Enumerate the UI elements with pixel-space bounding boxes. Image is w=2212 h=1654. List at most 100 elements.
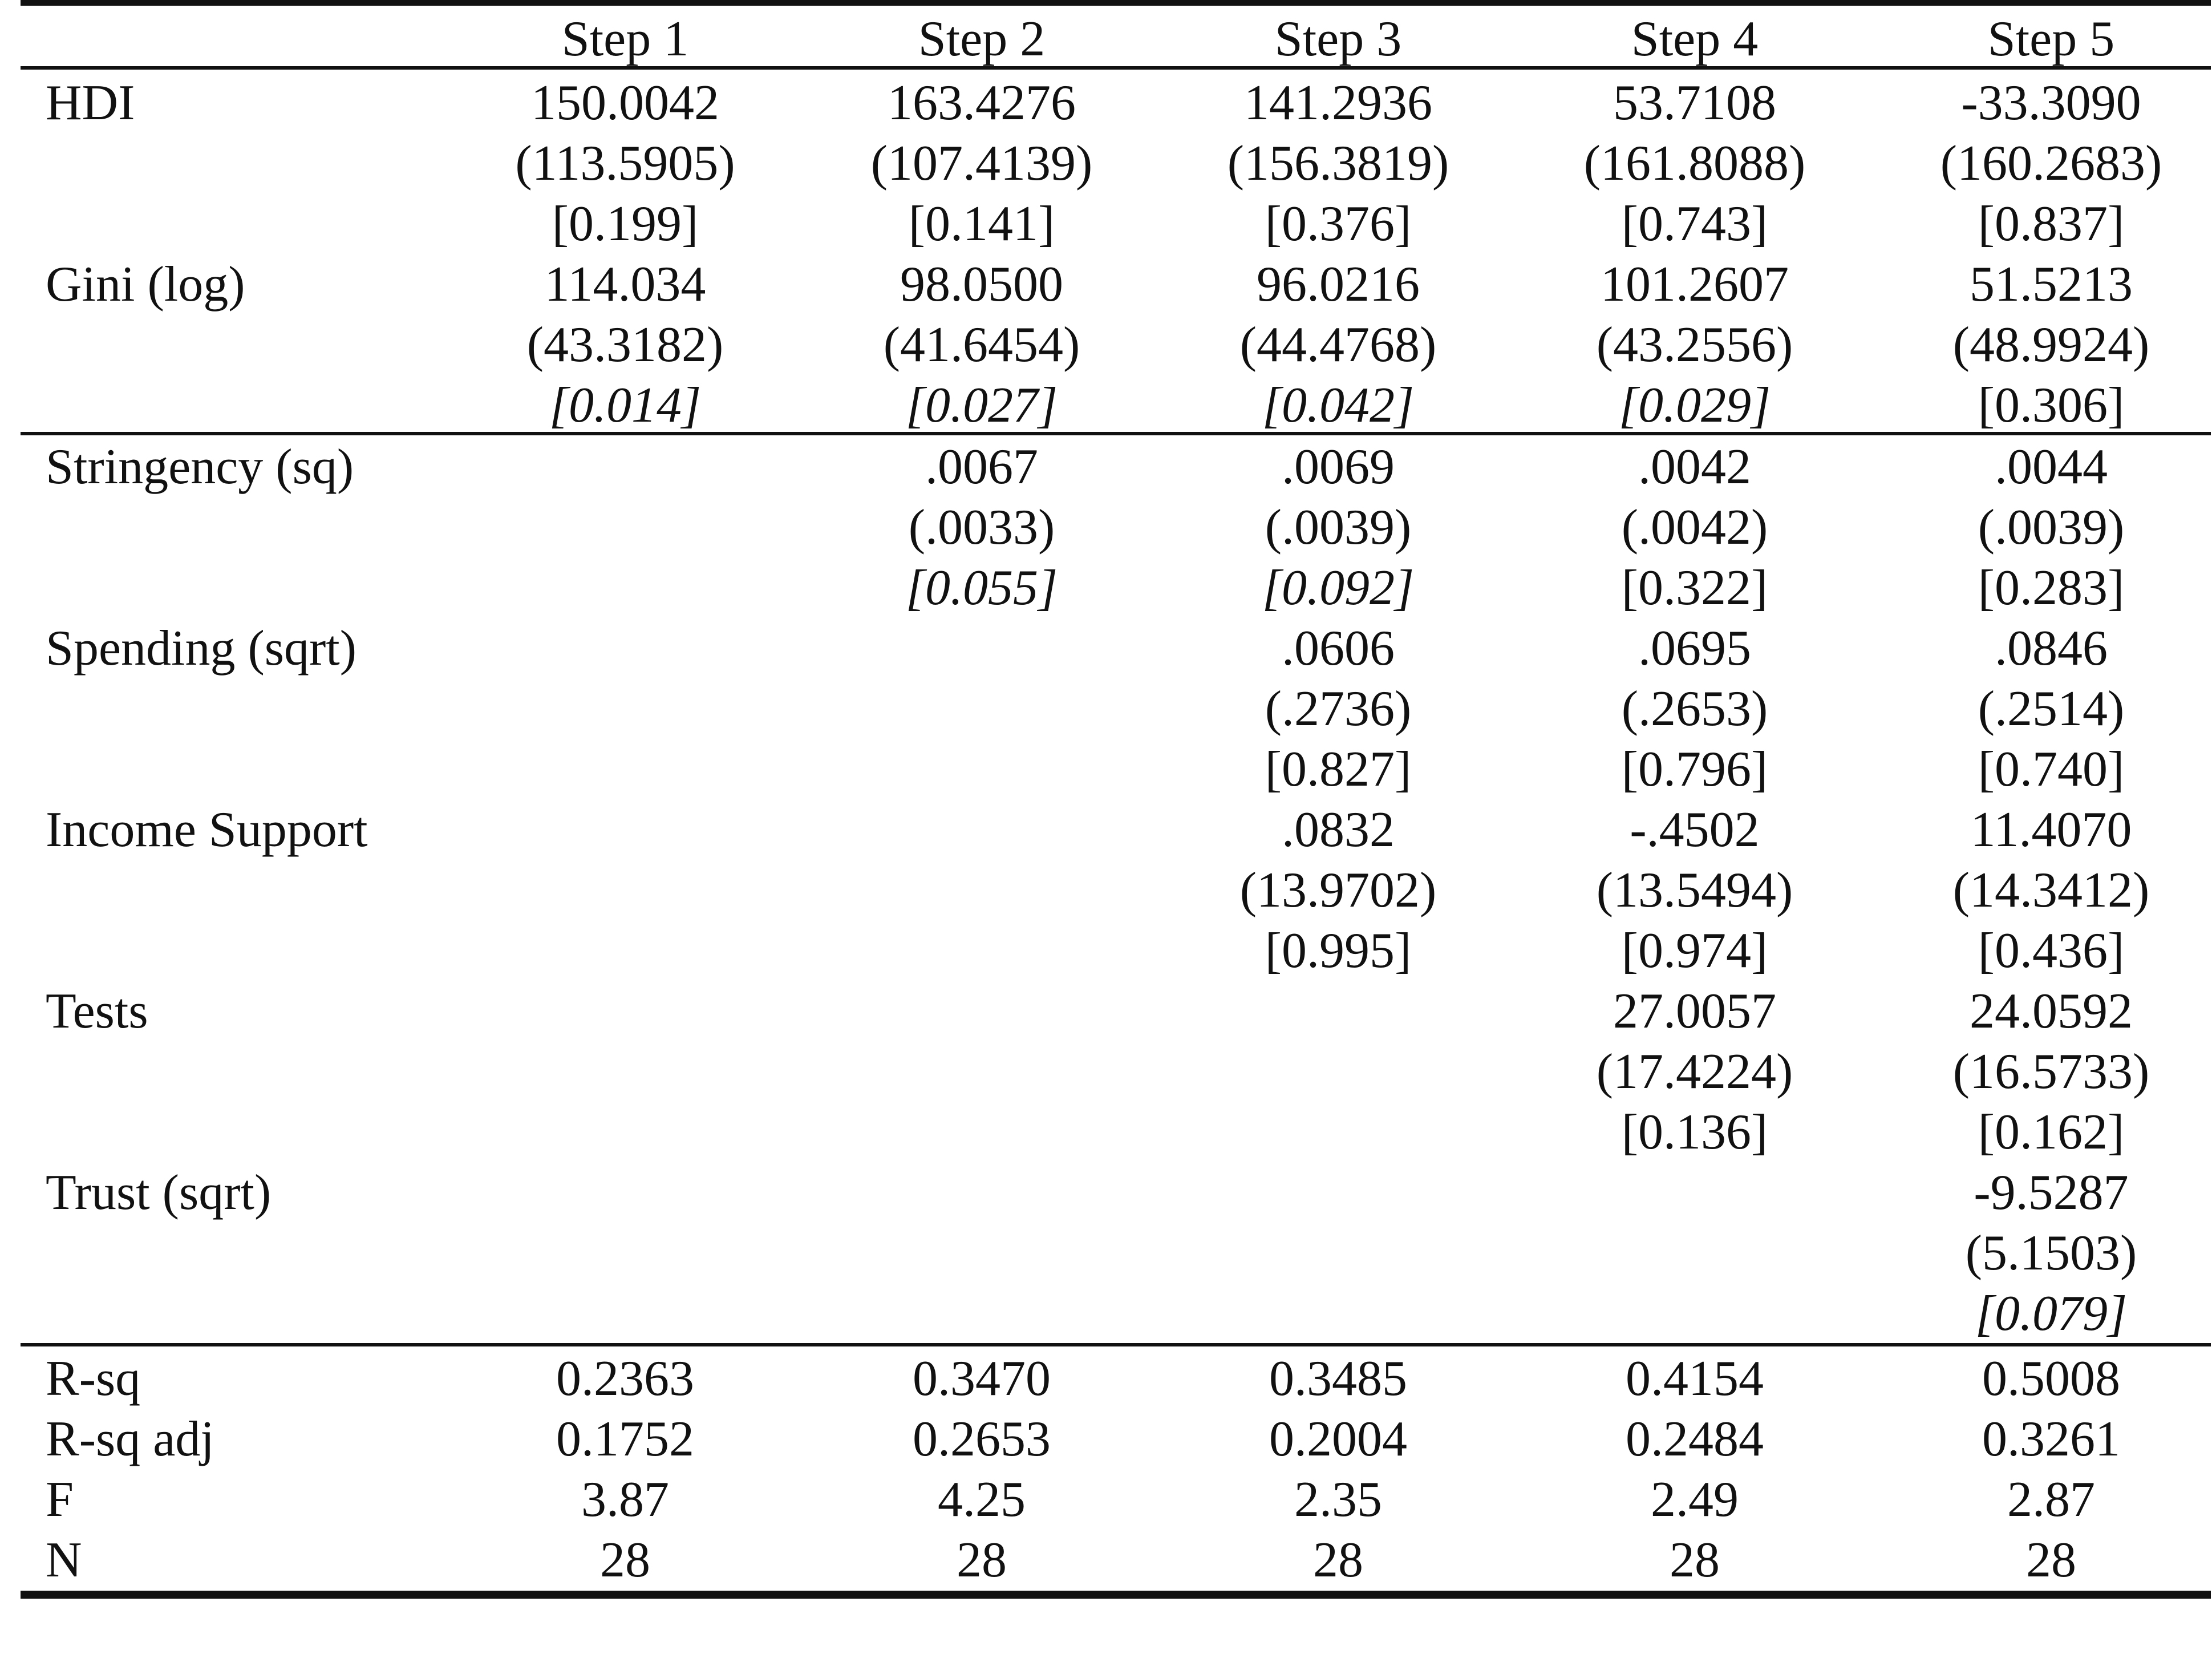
header-step-3: Step 3 xyxy=(1274,11,1402,67)
table-cell: .0042 xyxy=(1638,439,1751,495)
table-cell: (.2514) xyxy=(1978,681,2125,737)
table-cell xyxy=(811,981,1153,1042)
table-row: Trust (sqrt) -9.5287 xyxy=(21,1163,2211,1223)
table-cell: (.0039) xyxy=(1978,500,2125,555)
table-cell: .0606 xyxy=(1282,621,1395,676)
row-label: Tests xyxy=(46,984,148,1039)
table-cell xyxy=(454,679,796,739)
table-row: [0.827] [0.796] [0.740] xyxy=(21,739,2211,800)
table-row: Stringency (sq) .0067 .0069 .0042 .0044 xyxy=(21,437,2211,498)
table-cell: 150.0042 xyxy=(531,75,719,131)
table-cell: 27.0057 xyxy=(1613,984,1776,1039)
table-cell: .0695 xyxy=(1638,621,1751,676)
table-cell xyxy=(454,558,796,618)
table-cell xyxy=(454,1102,796,1163)
table-row: (13.9702) (13.5494) (14.3412) xyxy=(21,860,2211,921)
table-cell: .0846 xyxy=(1995,621,2108,676)
row-label: N xyxy=(46,1532,82,1588)
table-cell xyxy=(811,1042,1153,1102)
row-label: Spending (sqrt) xyxy=(46,621,357,676)
table-cell xyxy=(811,1163,1153,1223)
table-cell: 53.7108 xyxy=(1613,75,1776,131)
table-cell: 0.2484 xyxy=(1626,1412,1764,1467)
row-label: Gini (log) xyxy=(46,257,245,312)
table-cell: [0.740] xyxy=(1978,742,2125,797)
table-cell: 2.49 xyxy=(1651,1472,1739,1527)
table-cell: (.0042) xyxy=(1621,500,1768,555)
table-cell: -9.5287 xyxy=(1974,1165,2129,1220)
table-cell: 28 xyxy=(2026,1532,2076,1588)
table-cell: [0.014] xyxy=(549,378,702,433)
table-cell: (13.5494) xyxy=(1596,863,1793,918)
table-cell: 163.4276 xyxy=(888,75,1076,131)
table-cell xyxy=(811,800,1153,860)
table-row: [0.136] [0.162] xyxy=(21,1102,2211,1163)
table-cell xyxy=(454,981,796,1042)
table-cell xyxy=(1167,1163,1509,1223)
table-row: (43.3182) (41.6454) (44.4768) (43.2556) (48.… xyxy=(21,315,2211,375)
table-cell xyxy=(454,921,796,981)
table-cell: [0.283] xyxy=(1978,560,2125,616)
table-row: [0.995] [0.974] [0.436] xyxy=(21,921,2211,981)
table-cell: 3.87 xyxy=(581,1472,669,1527)
header-step-5: Step 5 xyxy=(1987,11,2115,67)
table-cell: 0.1752 xyxy=(556,1412,694,1467)
table-cell: 0.3470 xyxy=(913,1351,1051,1406)
table-cell xyxy=(1167,1223,1509,1284)
row-label: R-sq xyxy=(46,1351,141,1406)
table-cell: [0.436] xyxy=(1978,923,2125,978)
table-cell: (113.5905) xyxy=(515,136,735,191)
table-row: (5.1503) xyxy=(21,1223,2211,1284)
section-rule-2 xyxy=(21,1343,2211,1346)
table-cell: 0.4154 xyxy=(1626,1351,1764,1406)
table-cell: (16.5733) xyxy=(1952,1044,2150,1099)
table-cell: [0.837] xyxy=(1978,196,2125,252)
table-cell: (14.3412) xyxy=(1952,863,2150,918)
table-cell xyxy=(454,1223,796,1284)
table-cell xyxy=(1167,981,1509,1042)
table-cell: [0.027] xyxy=(905,378,1058,433)
table-cell xyxy=(1167,1042,1509,1102)
table-cell xyxy=(454,1163,796,1223)
table-cell: [0.743] xyxy=(1621,196,1768,252)
table-cell: 96.0216 xyxy=(1257,257,1420,312)
table-cell: (.0033) xyxy=(908,500,1055,555)
table-row: Spending (sqrt) .0606 .0695 .0846 xyxy=(21,618,2211,679)
table-cell: [0.796] xyxy=(1621,742,1768,797)
header-step-2: Step 2 xyxy=(918,11,1046,67)
table-cell xyxy=(454,618,796,679)
table-cell: 101.2607 xyxy=(1601,257,1789,312)
table-cell: (107.4139) xyxy=(870,136,1093,191)
table-cell: 0.2653 xyxy=(913,1412,1051,1467)
table-cell: .0832 xyxy=(1282,802,1395,858)
table-cell: 2.35 xyxy=(1294,1472,1382,1527)
table-cell: 28 xyxy=(1313,1532,1363,1588)
table-cell: 0.3261 xyxy=(1982,1412,2120,1467)
table-cell: [0.042] xyxy=(1262,378,1415,433)
table-cell xyxy=(811,739,1153,800)
table-row: HDI 150.0042 163.4276 141.2936 53.7108 -33.30… xyxy=(21,73,2211,134)
table-cell: (13.9702) xyxy=(1239,863,1437,918)
top-rule xyxy=(21,0,2211,6)
table-cell xyxy=(1524,1163,1866,1223)
table-row: F 3.87 4.25 2.35 2.49 2.87 xyxy=(21,1470,2211,1530)
table-cell: 28 xyxy=(600,1532,650,1588)
table-cell xyxy=(454,860,796,921)
table-cell: 28 xyxy=(957,1532,1007,1588)
table-cell xyxy=(811,1284,1153,1344)
table-cell: 28 xyxy=(1670,1532,1720,1588)
header-row: Step 1 Step 2 Step 3 Step 4 Step 5 xyxy=(21,9,2211,70)
table-cell: 141.2936 xyxy=(1244,75,1432,131)
table-cell xyxy=(454,1284,796,1344)
table-cell: (.0039) xyxy=(1265,500,1412,555)
row-label: Stringency (sq) xyxy=(46,439,354,495)
table-cell: (43.2556) xyxy=(1596,317,1793,373)
table-cell xyxy=(811,1223,1153,1284)
table-cell: (156.3819) xyxy=(1227,136,1449,191)
table-cell: -.4502 xyxy=(1630,802,1760,858)
table-row: [0.199] [0.141] [0.376] [0.743] [0.837] xyxy=(21,194,2211,254)
table-cell: [0.827] xyxy=(1265,742,1412,797)
table-cell: -33.3090 xyxy=(1961,75,2141,131)
table-cell: .0044 xyxy=(1995,439,2108,495)
table-cell: [0.079] xyxy=(1975,1286,2128,1341)
